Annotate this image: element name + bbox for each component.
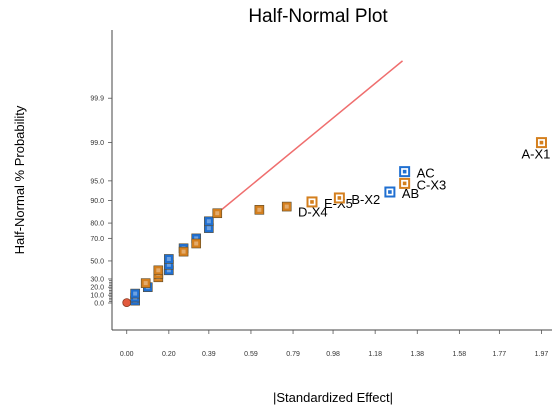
y-tick-label: 90.0 (90, 198, 104, 205)
point-highlight (215, 211, 220, 216)
base-point (122, 298, 132, 308)
y-tick-label: 99.0 (90, 140, 104, 147)
x-tick-label: 1.18 (368, 351, 382, 358)
x-tick-label: 0.20 (162, 351, 176, 358)
point-highlight (206, 226, 211, 231)
point-core (402, 169, 407, 174)
x-tick-label: 0.79 (286, 351, 300, 358)
negative-effect-point (164, 254, 174, 264)
reference-line (216, 60, 404, 214)
x-tick-label: 1.58 (453, 351, 467, 358)
positive-effect-point (254, 205, 265, 215)
y-tick-label: 95.0 (90, 178, 104, 185)
point-highlight (166, 262, 171, 267)
point-highlight (166, 256, 171, 261)
y-tick-label: 80.0 (90, 221, 104, 228)
negative-effect-point (204, 216, 214, 227)
point-core (402, 181, 407, 186)
point-highlight (206, 219, 211, 224)
point-highlight (257, 207, 262, 212)
point-core (310, 200, 314, 204)
x-tick-label: 0.00 (120, 351, 134, 358)
x-tick-label: 0.98 (326, 351, 340, 358)
y-tick-label: 70.0 (90, 236, 104, 243)
y-tick-label: 20.0 (90, 285, 104, 292)
y-tick-label: 99.9 (90, 96, 104, 103)
effect-label-d-x4: D-X4 (298, 205, 328, 220)
effect-label-b-x2: B-X2 (351, 192, 380, 207)
y-tick-label: 30.0 (90, 276, 104, 283)
positive-effect-point (212, 208, 223, 219)
x-tick-label: 0.59 (244, 351, 258, 358)
point-core (337, 196, 342, 200)
point-core (388, 190, 392, 194)
positive-effect-point (191, 238, 202, 249)
point-highlight (194, 236, 199, 241)
x-axis-label: |Standardized Effect| (273, 390, 393, 405)
point-highlight (284, 204, 289, 209)
point-highlight (133, 291, 138, 296)
point-core (539, 140, 544, 145)
effect-label-c-x3: C-X3 (417, 177, 447, 192)
x-tick-label: 1.38 (410, 351, 424, 358)
point-highlight (194, 241, 199, 246)
effect-label-ab: AB (402, 186, 419, 201)
point-highlight (156, 268, 161, 273)
y-tick-label: 10.0 (90, 293, 104, 300)
point-highlight (166, 268, 171, 273)
chart-title: Half-Normal Plot (248, 6, 388, 27)
positive-effect-point (178, 246, 189, 257)
x-tick-label: 1.97 (535, 351, 549, 358)
positive-effect-point (281, 201, 292, 212)
positive-effect-point (153, 265, 164, 276)
y-tick-label: 50.0 (90, 258, 104, 265)
y-axis-label: Half-Normal % Probability (12, 105, 27, 254)
x-tick-label: 0.39 (202, 351, 216, 358)
negative-effect-point (130, 288, 140, 299)
point-highlight (143, 281, 148, 286)
positive-effect-point (140, 278, 151, 288)
y-tick-label: 0.0 (94, 301, 104, 308)
effect-label-ac: AC (417, 166, 435, 181)
x-tick-label: 1.77 (493, 351, 507, 358)
plot-area: 0.010.020.0 30.0 50.0 70.0 80.0 90.0 95.0 99.0 9… (90, 30, 552, 358)
point-highlight (181, 249, 186, 254)
effect-label-a-x1: A-X1 (521, 147, 550, 162)
